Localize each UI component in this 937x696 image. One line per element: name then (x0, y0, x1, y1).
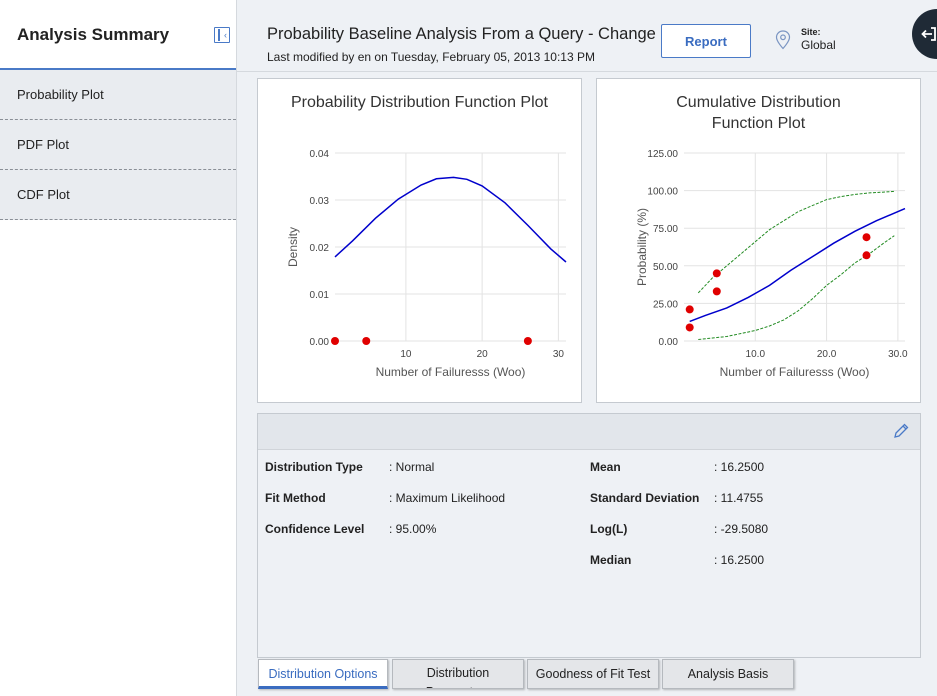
cdf-confidence-bound-line (698, 235, 895, 340)
sidebar-item-probability-plot[interactable]: Probability Plot (0, 70, 236, 120)
pdf-y-tick-label: 0.00 (310, 337, 330, 348)
pdf-x-axis-label: Number of Failuresss (Woo) (376, 365, 526, 379)
sidebar-item-pdf-plot[interactable]: PDF Plot (0, 120, 236, 170)
fit-method-label: Fit Method (265, 491, 326, 505)
sidebar: Analysis Summary ‹ Probability Plot PDF … (0, 0, 237, 696)
pdf-y-tick-label: 0.04 (310, 149, 330, 160)
cdf-chart: 0.00 25.00 50.00 75.00 100.00 125.00 10.0 20.0 3… (635, 149, 908, 379)
pdf-x-tick-label: 10 (400, 349, 412, 360)
page-header: Probability Baseline Analysis From a Que… (237, 0, 937, 72)
cdf-y-tick-label: 0.00 (659, 337, 679, 348)
pdf-y-tick-label: 0.01 (310, 290, 330, 301)
cdf-y-tick-label: 50.00 (653, 262, 678, 273)
exit-icon (921, 27, 936, 41)
pdf-data-point (362, 337, 371, 345)
cdf-confidence-bound-line (697, 190, 895, 294)
std-dev-label: Standard Deviation (590, 491, 700, 505)
pdf-chart-title: Probability Distribution Function Plot (290, 94, 548, 111)
sidebar-item-label: CDF Plot (17, 187, 70, 202)
collapse-sidebar-icon[interactable]: ‹ (214, 27, 230, 43)
pdf-data-point (523, 337, 532, 345)
tab-distribution-options[interactable]: Distribution Options (258, 659, 388, 689)
confidence-level-label: Confidence Level (265, 522, 365, 536)
sidebar-item-cdf-plot[interactable]: CDF Plot (0, 170, 236, 220)
sidebar-item-label: PDF Plot (17, 137, 70, 152)
mean-value: : 16.2500 (714, 460, 765, 474)
mean-label: Mean (590, 460, 621, 474)
page-title: Probability Baseline Analysis From a Que… (267, 25, 656, 43)
cdf-y-tick-label: 125.00 (647, 149, 678, 160)
pdf-y-axis-label: Density (286, 227, 300, 267)
cdf-data-point (862, 233, 871, 242)
cdf-x-tick-label: 30.0 (888, 349, 908, 360)
sidebar-title: Analysis Summary (17, 25, 170, 44)
log-l-label: Log(L) (590, 522, 628, 536)
last-modified-text: Last modified by en on Tuesday, February… (267, 50, 595, 64)
cdf-x-tick-label: 20.0 (817, 349, 837, 360)
sidebar-list: Probability Plot PDF Plot CDF Plot (0, 70, 236, 220)
tab-distribution-parameters[interactable]: Distribution Parameters (392, 659, 524, 689)
distribution-type-label: Distribution Type (265, 460, 363, 474)
cdf-fit-line (689, 207, 906, 323)
tab-goodness-of-fit-test[interactable]: Goodness of Fit Test (527, 659, 659, 689)
fit-method-value: : Maximum Likelihood (389, 491, 506, 505)
cdf-data-point (712, 269, 721, 278)
location-pin-icon (775, 30, 791, 50)
exit-button[interactable] (912, 9, 937, 59)
cdf-chart-panel: Cumulative Distribution Function Plot 0.… (596, 78, 921, 403)
site-value: Global (801, 38, 836, 52)
distribution-details-panel: Distribution Type : Normal Fit Method : … (257, 413, 921, 658)
site-label: Site: (801, 27, 821, 37)
pdf-chart-panel: Probability Distribution Function Plot 0… (257, 78, 582, 403)
cdf-y-tick-label: 100.00 (647, 187, 678, 198)
pdf-fit-line (334, 176, 567, 263)
sidebar-header: Analysis Summary ‹ (0, 0, 236, 70)
pdf-data-point (331, 337, 339, 345)
pdf-y-tick-label: 0.02 (310, 243, 330, 254)
pdf-y-tick-label: 0.03 (310, 196, 330, 207)
pdf-chart: 0.00 0.01 0.02 0.03 0.04 10 20 30 Number of Fail… (286, 149, 567, 379)
details-toolbar (258, 414, 920, 450)
sidebar-item-label: Probability Plot (17, 87, 104, 102)
median-value: : 16.2500 (714, 553, 765, 567)
std-dev-value: : 11.4755 (714, 491, 764, 505)
tab-analysis-basis[interactable]: Analysis Basis (662, 659, 794, 689)
cdf-x-axis-label: Number of Failuresss (Woo) (720, 365, 870, 379)
confidence-level-value: : 95.00% (389, 522, 437, 536)
median-label: Median (590, 553, 632, 567)
cdf-chart-title: Cumulative Distribution Function Plot (676, 94, 841, 132)
pdf-x-tick-label: 30 (553, 349, 565, 360)
cdf-y-tick-label: 75.00 (653, 224, 678, 235)
report-button[interactable]: Report (661, 24, 751, 58)
cdf-x-tick-label: 10.0 (746, 349, 766, 360)
cdf-data-point (712, 287, 721, 296)
pdf-x-tick-label: 20 (477, 349, 489, 360)
cdf-y-tick-label: 25.00 (653, 299, 678, 310)
cdf-y-axis-label: Probability (%) (635, 208, 649, 286)
cdf-data-point (862, 251, 871, 260)
cdf-data-point (685, 305, 694, 314)
log-l-value: : -29.5080 (714, 522, 769, 536)
pencil-icon[interactable] (892, 422, 910, 440)
cdf-data-point (685, 323, 694, 332)
distribution-type-value: : Normal (389, 460, 435, 474)
